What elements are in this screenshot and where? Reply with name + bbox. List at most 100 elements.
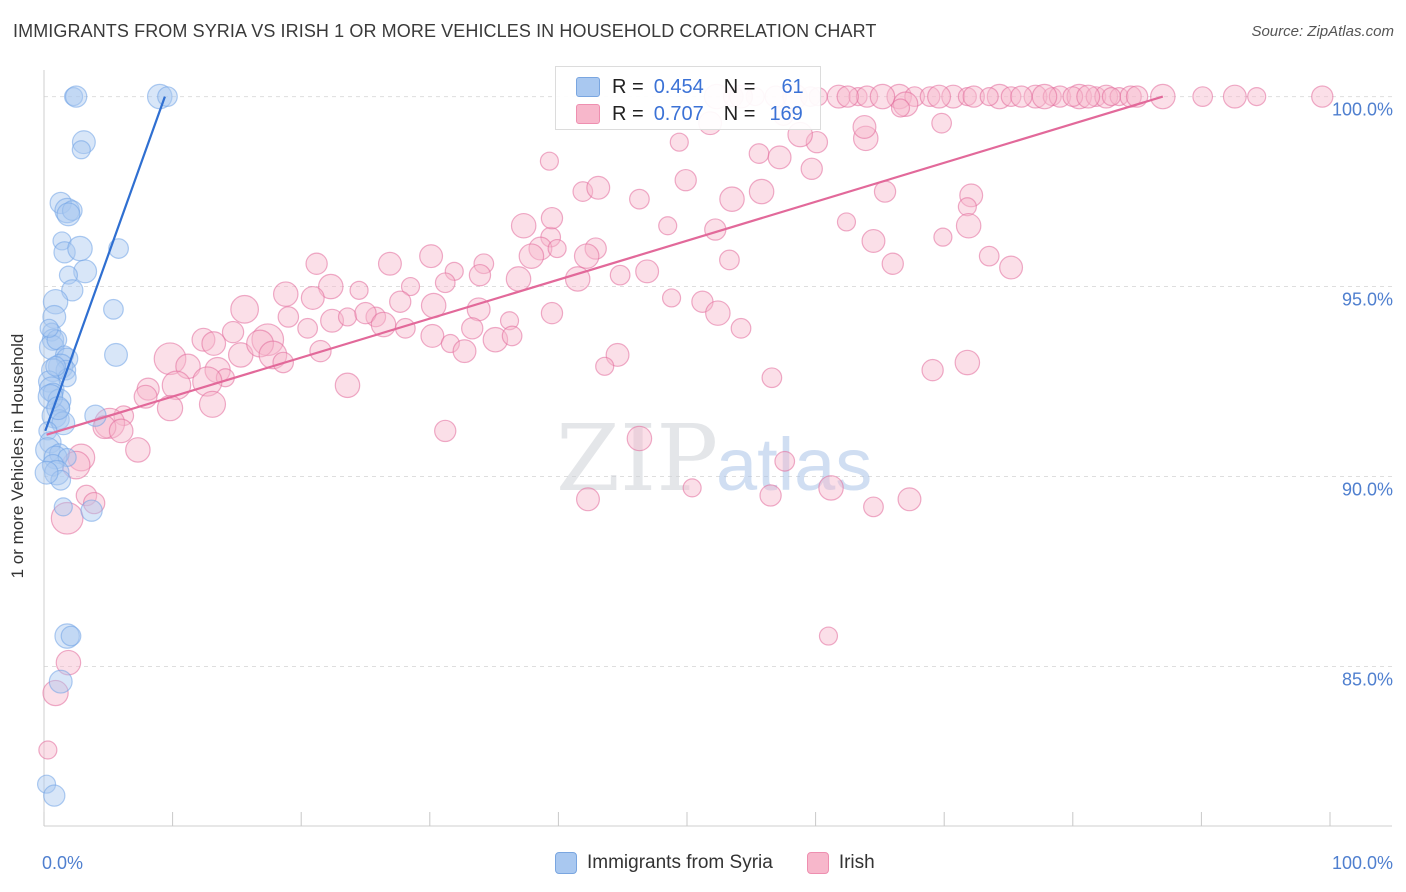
x-tick-label: 100.0% bbox=[1332, 853, 1393, 873]
legend-swatch-syria bbox=[555, 852, 577, 874]
legend-item-syria[interactable]: Immigrants from Syria bbox=[555, 852, 773, 874]
gridlines bbox=[44, 96, 1392, 667]
irish-point bbox=[818, 475, 844, 501]
irish-point bbox=[434, 419, 457, 443]
syria-point bbox=[63, 86, 84, 107]
y-tick-label: 85.0% bbox=[1342, 669, 1393, 689]
syria-point bbox=[67, 235, 93, 262]
irish-point bbox=[986, 83, 1013, 110]
irish-point bbox=[50, 501, 84, 535]
irish-point bbox=[999, 255, 1024, 280]
irish-point bbox=[540, 301, 564, 325]
irish-point bbox=[979, 86, 999, 107]
irish-point bbox=[836, 212, 857, 232]
irish-point bbox=[661, 288, 682, 308]
syria-point bbox=[73, 259, 98, 284]
legend-n-label: N = bbox=[723, 102, 756, 125]
irish-point bbox=[92, 415, 117, 440]
irish-point bbox=[957, 197, 977, 217]
irish-point bbox=[861, 228, 886, 253]
legend-label-irish: Irish bbox=[838, 852, 875, 873]
irish-point bbox=[873, 180, 897, 203]
irish-point bbox=[153, 342, 187, 376]
syria-point bbox=[60, 625, 82, 647]
syria-point bbox=[108, 238, 129, 259]
legend-r-label: R = bbox=[612, 75, 644, 98]
irish-point bbox=[748, 143, 770, 164]
legend-swatch-irish bbox=[806, 852, 829, 874]
irish-point bbox=[334, 372, 361, 399]
irish-point bbox=[156, 394, 184, 422]
irish-point bbox=[420, 323, 445, 348]
syria-point bbox=[104, 342, 129, 367]
irish-point bbox=[1031, 83, 1058, 110]
irish-point bbox=[658, 216, 678, 236]
irish-point bbox=[540, 206, 564, 230]
irish-point bbox=[510, 212, 537, 239]
syria-point bbox=[61, 200, 83, 221]
irish-point bbox=[337, 307, 358, 327]
syria-point bbox=[61, 279, 84, 302]
irish-point bbox=[682, 478, 702, 498]
irish-point bbox=[890, 98, 911, 118]
irish-point bbox=[547, 238, 567, 259]
irish-point bbox=[230, 294, 260, 324]
irish-point bbox=[954, 349, 981, 376]
irish-point bbox=[863, 496, 884, 518]
irish-point bbox=[635, 259, 660, 284]
irish-point bbox=[251, 323, 285, 357]
irish-point bbox=[836, 85, 859, 108]
irish-point bbox=[320, 308, 345, 333]
irish-point bbox=[482, 326, 509, 353]
irish-point bbox=[501, 325, 523, 347]
irish-point bbox=[505, 266, 532, 292]
watermark-zip: ZIP bbox=[556, 405, 718, 512]
legend-r-label: R = bbox=[612, 102, 644, 125]
irish-point bbox=[719, 249, 740, 271]
irish-point bbox=[626, 425, 653, 452]
irish-point bbox=[933, 227, 953, 247]
syria-point bbox=[53, 241, 76, 264]
syria-point bbox=[64, 85, 88, 108]
syria-point bbox=[37, 383, 64, 410]
irish-point bbox=[774, 450, 796, 472]
syria-point bbox=[157, 86, 178, 107]
irish-point bbox=[921, 358, 944, 382]
irish-point bbox=[539, 151, 559, 171]
legend-row-syria: R = 0.454 N = 61 bbox=[576, 74, 804, 100]
syria-point bbox=[43, 784, 66, 807]
legend-r-value: 0.707 bbox=[653, 102, 704, 125]
irish-point bbox=[1076, 84, 1101, 109]
irish-point bbox=[221, 320, 245, 344]
irish-point bbox=[955, 212, 982, 239]
irish-point bbox=[669, 132, 689, 152]
series-legend: Immigrants from Syria Irish bbox=[555, 852, 909, 874]
irish-point bbox=[892, 91, 919, 117]
legend-swatch-syria bbox=[576, 77, 600, 97]
syria-point bbox=[45, 355, 66, 377]
syria-point bbox=[56, 202, 81, 227]
irish-point bbox=[978, 245, 1000, 267]
legend-item-irish[interactable]: Irish bbox=[806, 852, 875, 874]
legend-label-syria: Immigrants from Syria bbox=[587, 852, 773, 873]
irish-point bbox=[759, 484, 782, 507]
irish-point bbox=[468, 263, 492, 287]
irish-point bbox=[1101, 86, 1121, 107]
correlation-legend: R = 0.454 N = 61 R = 0.707 N = 169 bbox=[555, 66, 821, 130]
irish-point bbox=[941, 84, 966, 109]
irish-point bbox=[499, 311, 520, 331]
syria-point bbox=[34, 460, 59, 485]
irish-point bbox=[852, 114, 877, 139]
irish-point bbox=[1222, 84, 1247, 109]
irish-point bbox=[818, 626, 839, 646]
irish-point bbox=[855, 85, 879, 108]
irish-point bbox=[317, 273, 344, 300]
irish-point bbox=[452, 339, 477, 364]
syria-point bbox=[54, 623, 80, 649]
irish-point bbox=[419, 244, 444, 269]
irish-point bbox=[461, 317, 484, 340]
legend-n-value: 169 bbox=[769, 102, 803, 125]
irish-point bbox=[1066, 83, 1093, 110]
irish-point bbox=[277, 306, 300, 328]
